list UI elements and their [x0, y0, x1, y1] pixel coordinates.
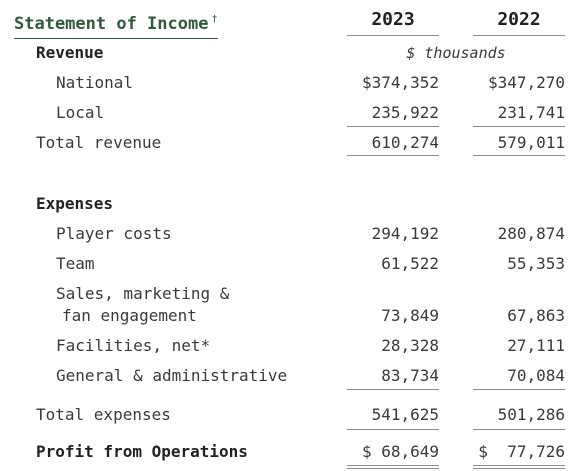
profit-2022-double-rule-top	[473, 465, 565, 466]
total-expenses-2023-rule	[347, 429, 439, 430]
revenue-heading: Revenue	[36, 43, 104, 62]
sales-2023: 73,849	[381, 306, 439, 325]
local-2023: 235,922	[371, 103, 439, 122]
general-admin-2022: 70,084	[507, 366, 565, 385]
total-revenue-label: Total revenue	[36, 133, 162, 152]
total-expenses-2022-rule	[473, 429, 565, 430]
total-expenses-label: Total expenses	[36, 405, 171, 424]
national-2023: $374,352	[361, 73, 439, 92]
profit-2022: $ 77,726	[478, 442, 565, 461]
general-admin-2023: 83,734	[381, 366, 439, 385]
total-revenue-2022-rule	[473, 155, 565, 156]
profit-2023: $ 68,649	[361, 442, 439, 461]
units-label: $ thousands	[406, 44, 506, 62]
total-expenses-2023: 541,625	[371, 405, 439, 424]
national-2022: $347,270	[487, 73, 565, 92]
total-expenses-2022: 501,286	[497, 405, 565, 424]
expenses-heading: Expenses	[36, 194, 114, 213]
profit-label: Profit from Operations	[36, 442, 248, 461]
expenses-2023-rule	[347, 389, 439, 390]
local-2022: 231,741	[497, 103, 565, 122]
player-costs-2022: 280,874	[497, 224, 565, 243]
year-2023-underline	[347, 35, 439, 36]
profit-2023-double-rule-top	[347, 465, 439, 466]
statement-title: Statement of Income †	[14, 10, 218, 39]
title-text: Statement of Income	[14, 14, 209, 34]
sales-label-line1: Sales, marketing &	[56, 284, 230, 303]
facilities-label: Facilities, net*	[56, 336, 211, 355]
expenses-2022-rule	[473, 389, 565, 390]
total-revenue-2022: 579,011	[497, 133, 565, 152]
year-2022-header: 2022	[497, 9, 541, 30]
year-2023-header: 2023	[371, 9, 415, 30]
total-revenue-2023-rule	[347, 155, 439, 156]
team-2023: 61,522	[381, 254, 439, 273]
national-label: National	[56, 73, 134, 92]
total-revenue-2023: 610,274	[371, 133, 439, 152]
revenue-2023-rule	[347, 126, 439, 127]
sales-label-line2: fan engagement	[62, 306, 197, 325]
revenue-2022-rule	[473, 126, 565, 127]
sales-2022: 67,863	[507, 306, 565, 325]
general-admin-label: General & administrative	[56, 366, 288, 385]
player-costs-2023: 294,192	[371, 224, 439, 243]
profit-2023-double-rule-bottom	[347, 468, 439, 469]
profit-2022-double-rule-bottom	[473, 468, 565, 469]
player-costs-label: Player costs	[56, 224, 172, 243]
year-2022-underline	[473, 35, 565, 36]
facilities-2022: 27,111	[507, 336, 565, 355]
local-label: Local	[56, 103, 105, 122]
facilities-2023: 28,328	[381, 336, 439, 355]
team-label: Team	[56, 254, 95, 273]
team-2022: 55,353	[507, 254, 565, 273]
title-dagger: †	[211, 14, 218, 25]
